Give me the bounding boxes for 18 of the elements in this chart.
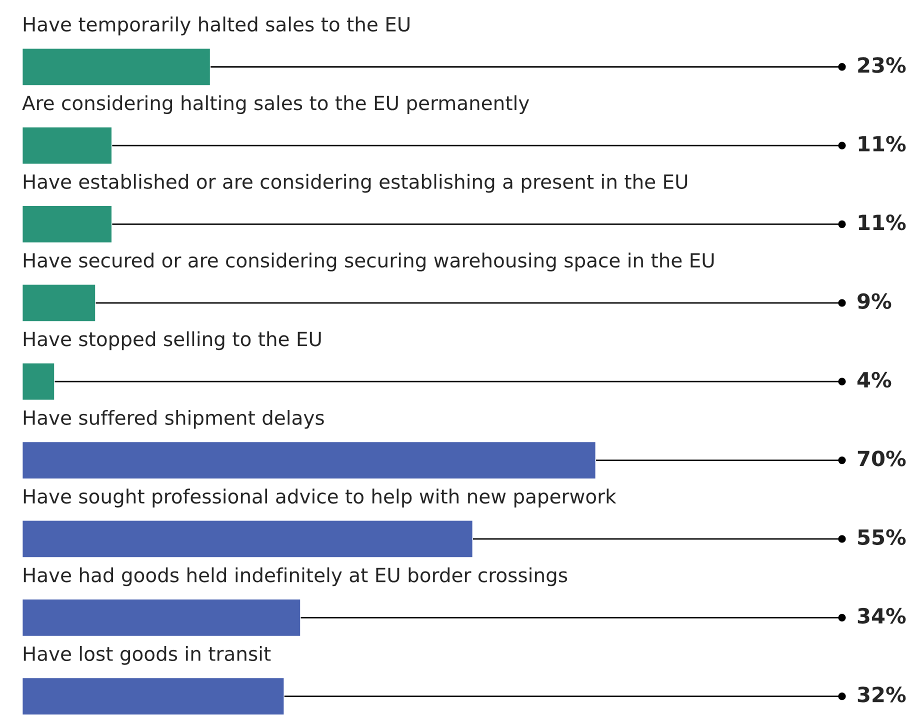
y-tick-label: Have had goods held indefinitely at EU border crossings xyxy=(24,567,568,586)
data-label: 34% xyxy=(858,608,906,624)
y-tick-label: Have sought professional advice to help with new paperwork xyxy=(24,488,616,508)
y-tick-label: Have suffered shipment delays xyxy=(24,410,324,429)
data-label: 70% xyxy=(858,450,906,466)
data-label: 9% xyxy=(858,293,892,309)
data-label: 23% xyxy=(858,57,906,73)
y-tick-label: Have secured or are considering securing warehousing space in the EU xyxy=(24,252,714,272)
data-label: 4% xyxy=(857,372,892,388)
data-label: 55% xyxy=(858,529,906,546)
y-tick-label: Are considering halting sales to the EU permanently xyxy=(22,95,530,114)
y-tick-label: Have temporarily halted sales to the EU xyxy=(24,16,410,36)
y-tick-label: Have established or are considering establishing a present in the EU xyxy=(24,174,688,193)
y-tick-label: Have stopped selling to the EU xyxy=(24,331,321,350)
data-label: 11% xyxy=(858,136,906,152)
y-tick-label: Have lost goods in transit xyxy=(24,646,271,665)
data-label: 32% xyxy=(858,686,906,702)
data-label: 11% xyxy=(858,214,906,230)
